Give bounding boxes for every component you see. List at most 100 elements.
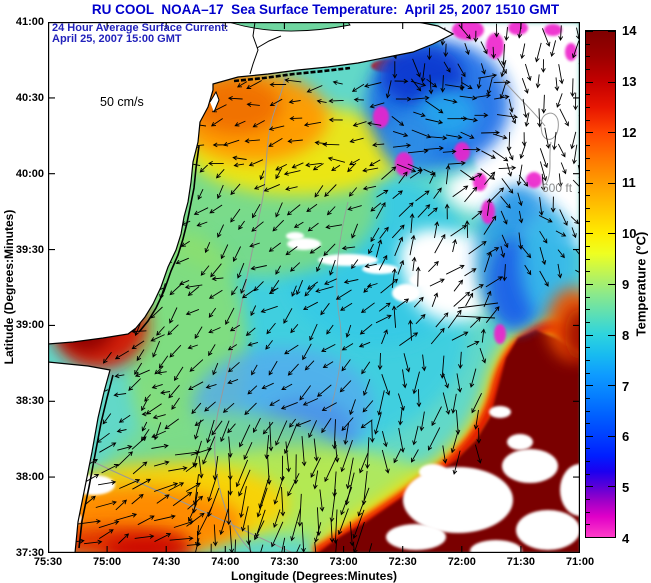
current-arrow [571, 40, 580, 59]
current-arrow [462, 147, 481, 153]
current-arrow [516, 164, 523, 187]
current-arrow [197, 189, 204, 200]
field-blob [473, 173, 487, 191]
current-arrow [469, 173, 483, 181]
current-arrow [504, 27, 509, 42]
current-arrow [156, 494, 170, 504]
x-tick-label: 74:30 [152, 556, 181, 568]
current-arrow [457, 63, 466, 78]
y-tick-label: 38:00 [15, 471, 44, 484]
current-arrow [506, 162, 513, 177]
current-arrow [415, 266, 421, 287]
current-arrow [391, 224, 405, 239]
colorbar-tick-label: 5 [622, 480, 630, 496]
current-arrow [509, 112, 516, 125]
current-arrow [175, 257, 189, 265]
current-arrow [187, 286, 200, 296]
current-arrow [275, 163, 288, 171]
current-arrow [570, 216, 580, 225]
colorbar-tick [586, 208, 590, 210]
current-arrow [321, 417, 332, 434]
current-arrow [493, 79, 511, 85]
current-arrow [190, 447, 213, 456]
current-arrow [450, 429, 459, 454]
current-arrow [349, 399, 356, 416]
current-arrow [440, 75, 446, 93]
current-arrow [222, 402, 235, 413]
colorbar-tick [586, 511, 590, 513]
current-arrow [417, 204, 431, 218]
current-arrow [492, 150, 509, 162]
current-arrow [410, 80, 427, 87]
current-arrow [284, 423, 298, 455]
current-arrow [415, 313, 426, 325]
x-tick-label: 73:30 [270, 556, 299, 568]
current-arrow [199, 164, 209, 173]
current-arrow [560, 162, 567, 175]
current-arrow [244, 138, 260, 144]
current-arrow [397, 393, 405, 411]
current-arrow [169, 307, 178, 324]
colorbar-tick [586, 309, 590, 311]
field-blob [526, 172, 542, 188]
current-arrow [340, 486, 353, 516]
current-arrow [187, 503, 198, 522]
current-arrow [253, 281, 264, 292]
field-blob [454, 142, 470, 162]
current-arrow [377, 352, 383, 371]
colorbar-tick [586, 132, 593, 134]
current-arrow [244, 402, 257, 416]
current-arrow [271, 521, 284, 548]
current-arrow [471, 284, 484, 292]
current-arrow [475, 93, 492, 99]
current-arrow [411, 256, 417, 272]
current-arrow [259, 544, 264, 553]
colorbar-tick [586, 81, 593, 83]
current-arrow [188, 381, 204, 390]
current-arrow [194, 537, 200, 553]
current-arrow [156, 326, 165, 336]
current-arrow [554, 77, 560, 92]
current-arrow [287, 138, 303, 144]
current-arrow [208, 344, 216, 357]
current-arrow [360, 419, 373, 429]
current-arrow [520, 43, 526, 60]
current-arrow [275, 265, 281, 275]
current-arrow [369, 420, 375, 443]
colorbar-tick [586, 233, 593, 235]
cold-water-patches [366, 22, 580, 360]
current-arrow [518, 210, 524, 224]
current-arrow [84, 539, 103, 545]
current-arrow [375, 239, 383, 258]
depth-contour-label: 600 ft [542, 181, 573, 195]
current-arrow [572, 144, 578, 165]
colorbar-tick [586, 524, 590, 526]
current-arrow [507, 147, 514, 161]
current-arrow [268, 287, 279, 295]
current-arrow [398, 202, 414, 217]
current-arrow [524, 112, 530, 128]
current-arrow [211, 420, 223, 436]
current-arrow [341, 359, 351, 372]
current-arrow [365, 437, 370, 469]
current-arrow [289, 116, 303, 121]
current-arrow [285, 441, 291, 473]
current-arrow [431, 406, 442, 427]
current-arrow [427, 427, 441, 451]
current-arrow [391, 116, 405, 126]
current-arrow [204, 242, 211, 254]
current-arrow [335, 289, 352, 300]
current-arrow [275, 202, 283, 218]
current-arrow [260, 305, 278, 313]
current-arrow [286, 204, 301, 216]
current-arrow [351, 259, 359, 270]
current-arrow [393, 448, 402, 464]
current-arrow [500, 245, 506, 258]
caption-line1: 24 Hour Average Surface Current: [52, 22, 229, 34]
current-arrow [408, 319, 413, 341]
current-arrow [137, 515, 155, 526]
current-arrow [117, 444, 133, 451]
current-arrow [186, 512, 205, 527]
current-arrow [153, 460, 170, 467]
